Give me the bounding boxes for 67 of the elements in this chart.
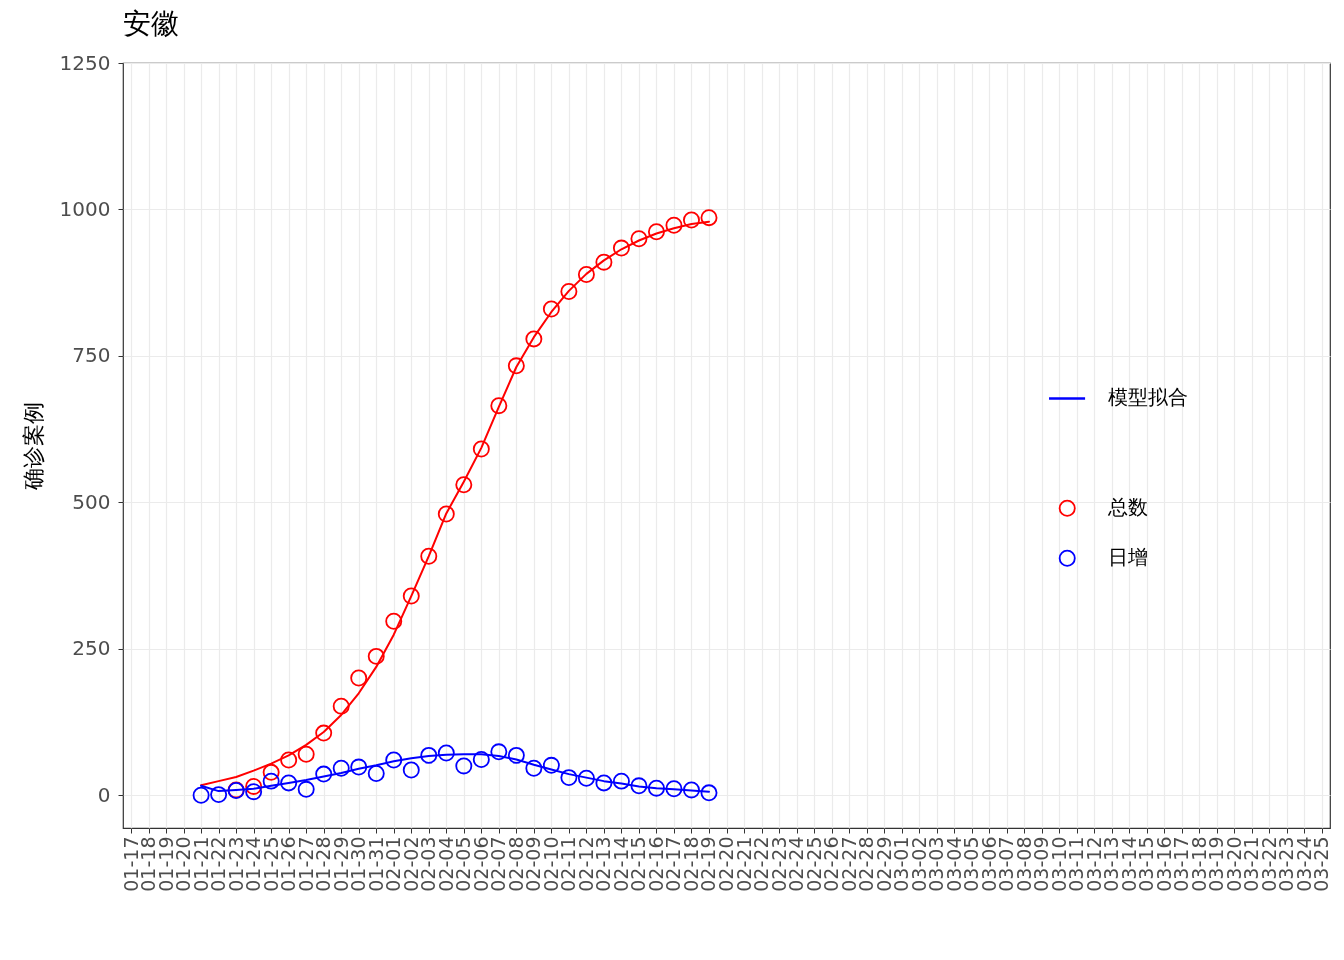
y-tick-label: 500 — [72, 489, 111, 514]
point — [367, 647, 385, 665]
point — [665, 780, 683, 798]
y-tick-label: 1250 — [59, 50, 111, 75]
point — [332, 759, 350, 777]
point — [612, 239, 630, 257]
point — [262, 763, 280, 781]
point — [455, 476, 473, 494]
point — [542, 300, 560, 318]
point — [507, 357, 525, 375]
point — [367, 765, 385, 782]
point — [245, 783, 263, 801]
point — [595, 774, 613, 792]
point — [210, 786, 228, 804]
point — [577, 769, 595, 787]
point — [420, 746, 438, 764]
point — [595, 253, 613, 271]
point — [490, 397, 508, 415]
point — [245, 777, 263, 795]
point — [612, 772, 630, 790]
point — [402, 761, 420, 779]
point — [682, 781, 700, 799]
y-tick-label: 0 — [97, 782, 111, 807]
point — [472, 751, 490, 768]
legend-label: 日增 — [1108, 545, 1149, 570]
point — [332, 697, 350, 715]
point — [507, 746, 525, 764]
point — [472, 440, 490, 458]
point — [437, 505, 455, 523]
legend-label: 模型拟合 — [1107, 385, 1188, 410]
point — [420, 547, 438, 565]
point — [385, 612, 403, 630]
point — [385, 751, 403, 769]
point — [560, 769, 578, 787]
point — [280, 774, 298, 792]
point — [455, 757, 473, 775]
point — [665, 216, 683, 234]
point — [630, 230, 648, 248]
y-axis-title: 确诊案例 — [20, 402, 46, 491]
point — [402, 587, 420, 605]
y-tick-label: 250 — [72, 636, 111, 661]
y-tick-label: 1000 — [59, 196, 111, 221]
point — [280, 751, 298, 769]
point — [437, 744, 455, 762]
point — [525, 759, 543, 777]
point — [350, 758, 368, 776]
point — [297, 745, 315, 763]
point — [297, 780, 315, 798]
point — [262, 772, 280, 790]
point — [542, 756, 560, 774]
point — [630, 777, 648, 795]
point — [700, 784, 718, 802]
point — [577, 265, 595, 283]
point — [192, 786, 210, 804]
point — [647, 223, 665, 241]
point — [315, 724, 333, 742]
point — [315, 765, 333, 783]
point — [525, 330, 543, 348]
point — [647, 779, 665, 797]
point — [350, 669, 368, 687]
y-tick-label: 750 — [72, 343, 111, 368]
point — [560, 282, 578, 300]
legend-label: 总数 — [1107, 495, 1149, 520]
point — [490, 743, 508, 761]
chart-title: 安徽 — [123, 7, 179, 40]
point — [700, 209, 718, 227]
point — [682, 211, 700, 229]
